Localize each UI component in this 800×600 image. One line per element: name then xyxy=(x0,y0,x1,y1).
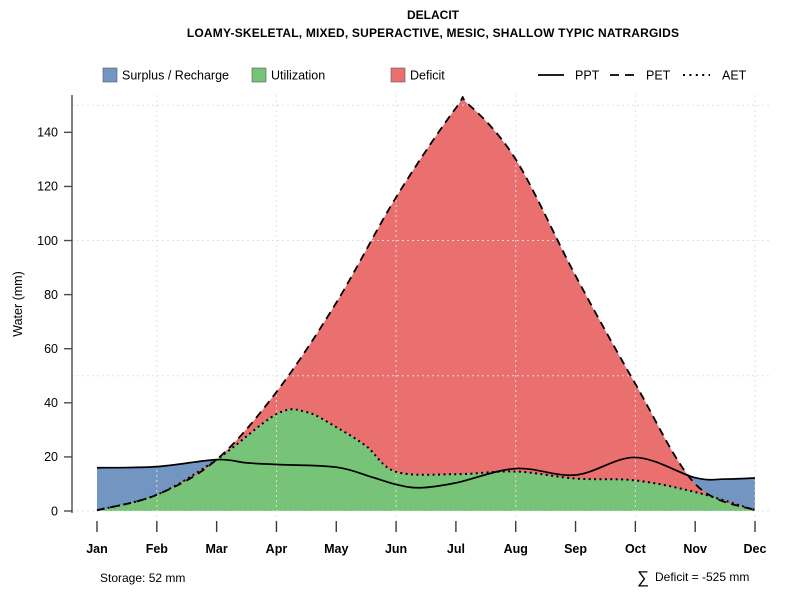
surplus-legend-label: Surplus / Recharge xyxy=(122,69,229,83)
x-tick-label: Jul xyxy=(447,542,465,556)
x-tick-label: Oct xyxy=(625,542,647,556)
x-tick-label: Sep xyxy=(564,542,587,556)
y-tick-label: 140 xyxy=(37,126,58,140)
x-tick-label: Mar xyxy=(206,542,228,556)
utilization-legend-swatch xyxy=(251,67,267,83)
y-tick-label: 120 xyxy=(37,180,58,194)
tick-labels: 0 20 40 60 80 100 120 140 Jan Feb Mar Apr May Jun Jul A… xyxy=(37,126,766,556)
x-tick-label: Dec xyxy=(744,542,767,556)
x-tick-label: Aug xyxy=(504,542,528,556)
y-tick-label: 60 xyxy=(44,342,58,356)
utilization-area xyxy=(97,409,755,511)
deficit-area xyxy=(97,96,755,511)
y-tick-label: 40 xyxy=(44,396,58,410)
y-tick-label: 0 xyxy=(51,504,58,518)
pet-legend-label: PET xyxy=(646,69,671,83)
axes xyxy=(64,95,756,532)
y-tick-label: 20 xyxy=(44,450,58,464)
x-tick-label: Nov xyxy=(683,542,707,556)
total-deficit-annotation: Deficit = -525 mm xyxy=(655,570,749,584)
page-title: DELACIT xyxy=(407,8,460,22)
y-axis-title: Water (mm) xyxy=(11,271,25,337)
area-fills xyxy=(97,96,755,511)
y-tick-label: 80 xyxy=(44,288,58,302)
storage-annotation: Storage: 52 mm xyxy=(100,571,185,585)
surplus-legend-swatch xyxy=(102,67,118,83)
aet-line xyxy=(96,408,756,512)
deficit-legend-label: Deficit xyxy=(410,69,445,83)
deficit-legend-swatch xyxy=(390,67,406,83)
x-tick-label: May xyxy=(324,542,348,556)
x-tick-label: Jun xyxy=(385,542,407,556)
aet-legend-label: AET xyxy=(722,69,747,83)
x-tick-label: Jan xyxy=(86,542,108,556)
legend: Surplus / Recharge Utilization Deficit P… xyxy=(102,67,747,83)
page-subtitle: LOAMY-SKELETAL, MIXED, SUPERACTIVE, MESI… xyxy=(187,26,679,40)
y-tick-label: 100 xyxy=(37,234,58,248)
sigma-icon: ∑ xyxy=(637,568,649,587)
series-lines xyxy=(96,96,756,512)
ppt-legend-label: PPT xyxy=(575,69,600,83)
x-tick-label: Feb xyxy=(146,542,169,556)
x-tick-label: Apr xyxy=(266,542,288,556)
utilization-legend-label: Utilization xyxy=(271,69,325,83)
gridlines xyxy=(72,95,772,530)
ppt-line xyxy=(96,456,756,489)
pet-line xyxy=(96,96,756,512)
